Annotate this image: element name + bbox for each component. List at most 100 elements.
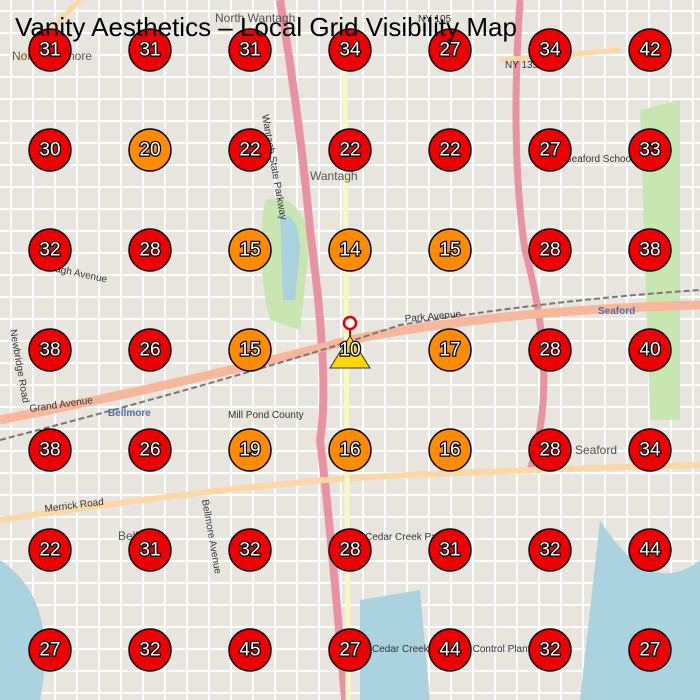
grid-cell xyxy=(128,28,172,72)
grid-cell xyxy=(628,528,672,572)
grid-cell xyxy=(28,428,72,472)
grid-cell xyxy=(228,428,272,472)
grid-cell xyxy=(228,128,272,172)
grid-cell xyxy=(428,28,472,72)
grid-cell xyxy=(528,528,572,572)
grid-cell xyxy=(428,228,472,272)
grid-cell xyxy=(128,428,172,472)
grid-cell xyxy=(628,428,672,472)
cell-value: 22 xyxy=(39,540,60,561)
grid-cell xyxy=(228,328,272,372)
grid-cell xyxy=(228,528,272,572)
grid-cell xyxy=(328,428,372,472)
cell-value: 28 xyxy=(339,540,360,561)
grid-cell xyxy=(428,528,472,572)
grid-cell xyxy=(128,328,172,372)
cell-value: 17 xyxy=(439,340,460,361)
cell-value: 26 xyxy=(139,340,160,361)
cell-value: 26 xyxy=(139,440,160,461)
grid-cell xyxy=(228,628,272,672)
grid-cell xyxy=(28,228,72,272)
grid-cell xyxy=(628,628,672,672)
cell-value: 40 xyxy=(639,340,660,361)
cell-value: 38 xyxy=(639,240,660,261)
cell-value: 10 xyxy=(339,340,360,361)
cell-value: 32 xyxy=(39,240,60,261)
cell-value: 32 xyxy=(539,640,560,661)
park-label: Mill Pond County xyxy=(228,410,304,421)
grid-cell xyxy=(328,128,372,172)
cell-value: 16 xyxy=(339,440,360,461)
cell-value: 22 xyxy=(239,140,260,161)
cell-value: 27 xyxy=(39,640,60,661)
grid-cell xyxy=(228,28,272,72)
grid-cell xyxy=(528,28,572,72)
grid-cell xyxy=(128,128,172,172)
grid-cell xyxy=(528,128,572,172)
grid-cell xyxy=(528,628,572,672)
cell-value: 14 xyxy=(339,240,361,261)
grid-cell xyxy=(428,428,472,472)
grid-cell xyxy=(528,428,572,472)
railway xyxy=(0,289,700,441)
grid-cell xyxy=(428,628,472,672)
cell-value: 31 xyxy=(139,40,160,61)
place-label: Wantagh xyxy=(310,169,358,183)
grid-cell xyxy=(628,228,672,272)
cell-value: 27 xyxy=(539,140,560,161)
cell-value: 27 xyxy=(639,640,660,661)
grid-cell xyxy=(128,628,172,672)
road-label: NY 105 xyxy=(418,14,452,25)
cell-value: 15 xyxy=(439,240,460,261)
cell-value: 31 xyxy=(139,540,160,561)
cell-value: 34 xyxy=(339,40,361,61)
cell-value: 19 xyxy=(239,440,260,461)
cell-value: 34 xyxy=(539,40,561,61)
cell-value: 38 xyxy=(39,440,60,461)
grid-cell xyxy=(628,128,672,172)
cell-value: 28 xyxy=(539,440,560,461)
cell-value: 27 xyxy=(439,40,460,61)
grid-cell xyxy=(328,628,372,672)
park-label: Cedar Creek Park xyxy=(365,532,446,543)
road-label: Park Avenue xyxy=(404,309,462,325)
grid-cell xyxy=(328,228,372,272)
pond xyxy=(280,214,300,300)
road-label: NY 135 xyxy=(505,60,539,71)
cell-value: 44 xyxy=(639,540,661,561)
map-title: Vanity Aesthetics – Local Grid Visibilit… xyxy=(15,12,517,42)
merrick-road xyxy=(0,462,700,523)
cell-value: 31 xyxy=(39,40,60,61)
pin xyxy=(342,315,358,331)
grid-cell xyxy=(128,228,172,272)
grid-cell xyxy=(428,128,472,172)
cell-value: 22 xyxy=(439,140,460,161)
place-label: Seaford xyxy=(575,443,617,457)
cell-value: 30 xyxy=(39,140,60,161)
grid-cell xyxy=(28,28,72,72)
cell-value: 45 xyxy=(239,640,260,661)
cell-value: 44 xyxy=(439,640,461,661)
place-label: Seaford Schools xyxy=(565,154,638,165)
grid-cell xyxy=(628,328,672,372)
grid-cell xyxy=(328,28,372,72)
cell-value: 32 xyxy=(139,640,160,661)
place-label: Seaford xyxy=(598,306,635,317)
grid-cell xyxy=(28,328,72,372)
grid-cell xyxy=(528,328,572,372)
grid-cell xyxy=(328,528,372,572)
grid-cell xyxy=(28,628,72,672)
cell-value: 15 xyxy=(239,240,260,261)
cell-value: 28 xyxy=(539,340,560,361)
grid-cell xyxy=(628,28,672,72)
cell-value: 32 xyxy=(239,540,260,561)
cell-value: 15 xyxy=(239,340,260,361)
cell-value: 32 xyxy=(539,540,560,561)
cell-value: 42 xyxy=(639,40,660,61)
cell-value: 38 xyxy=(39,340,60,361)
place-label: North Wantagh xyxy=(215,11,295,25)
highway xyxy=(512,0,548,472)
grid-cell xyxy=(228,228,272,272)
grid-cell xyxy=(28,128,72,172)
